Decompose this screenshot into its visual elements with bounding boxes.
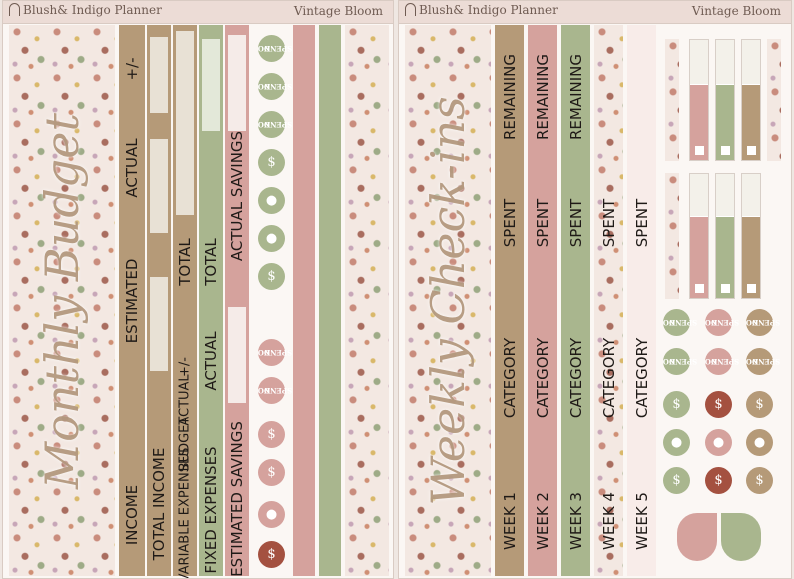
brand-name: Blush& Indigo Planner xyxy=(23,3,162,17)
total-income-strip: TOTAL INCOME xyxy=(147,25,171,576)
no-spend-icon: NO SPEND xyxy=(663,348,698,375)
progress-tube xyxy=(689,173,709,299)
floral-tab xyxy=(665,39,679,161)
weekly-title-strip: Weekly Check-ins xyxy=(405,25,491,576)
floral-tab xyxy=(665,173,679,299)
money-bill-icon: $ xyxy=(258,421,285,448)
heart-left-icon xyxy=(677,513,717,561)
no-spend-icon: NO SPEND xyxy=(258,377,293,404)
brand-logo: Blush& Indigo Planner xyxy=(9,3,162,17)
sheet-name: Vintage Bloom xyxy=(691,4,781,18)
fixed-actual-label: ACTUAL xyxy=(202,331,220,391)
money-bill-icon: $ xyxy=(258,149,285,176)
spent-label: SPENT xyxy=(599,199,618,248)
sheet-header: Blush& Indigo Planner Vintage Bloom xyxy=(399,1,791,24)
remaining-label: REMAINING xyxy=(500,53,519,140)
actual-label: ACTUAL xyxy=(123,138,141,198)
week-1-strip: WEEK 1 CATEGORY SPENT REMAINING xyxy=(495,25,524,576)
progress-tube xyxy=(715,39,735,161)
spent-label: SPENT xyxy=(500,199,519,248)
piggy-bank-icon: ● xyxy=(258,187,285,214)
fixed-expenses-strip: TOTAL ACTUAL FIXED EXPENSES xyxy=(199,25,223,576)
category-label: CATEGORY xyxy=(599,337,618,418)
sheet-header: Blush& Indigo Planner Vintage Bloom xyxy=(3,1,393,24)
week-label: WEEK 2 xyxy=(533,491,552,550)
money-bag-icon: $ xyxy=(258,541,285,568)
money-bill-icon: $ xyxy=(705,391,732,418)
fixed-expenses-label: FIXED EXPENSES xyxy=(202,446,220,574)
piggy-bank-icon: ● xyxy=(663,429,690,456)
piggy-bank-icon: ● xyxy=(258,225,285,252)
progress-tube xyxy=(689,39,709,161)
money-bill-icon: $ xyxy=(746,391,773,418)
arch-logo-icon xyxy=(9,3,20,16)
money-bill-icon: $ xyxy=(258,459,285,486)
money-bag-icon: $ xyxy=(258,263,285,290)
week-label: WEEK 1 xyxy=(500,491,519,550)
money-bag-icon: $ xyxy=(705,467,732,494)
diff-label: +/- xyxy=(123,57,141,81)
money-bag-icon: $ xyxy=(746,467,773,494)
sage-strip xyxy=(319,25,341,576)
monthly-title-strip: Monthly Budget xyxy=(9,25,115,576)
no-spend-icon: NO SPEND xyxy=(258,339,293,366)
spent-label: SPENT xyxy=(533,199,552,248)
week-label: WEEK 4 xyxy=(599,491,618,550)
heart-right-icon xyxy=(721,513,761,561)
weekly-checkins-sheet: Blush& Indigo Planner Vintage Bloom Week… xyxy=(398,0,792,579)
no-spend-icon: NO SPEND xyxy=(746,348,781,375)
no-spend-icon: NO SPEND xyxy=(746,309,781,336)
no-spend-icon: NO SPEND xyxy=(663,309,698,336)
variable-expenses-strip: TOTAL +/- ACTUAL BUDGET VARIABLE EXPENSE… xyxy=(173,25,197,579)
money-bag-icon: $ xyxy=(663,467,690,494)
remaining-label: REMAINING xyxy=(533,53,552,140)
week-label: WEEK 5 xyxy=(632,491,651,550)
category-label: CATEGORY xyxy=(566,337,585,418)
week-3-strip: WEEK 3 CATEGORY SPENT REMAINING xyxy=(561,25,590,576)
progress-tube xyxy=(741,173,761,299)
week-2-strip: WEEK 2 CATEGORY SPENT REMAINING xyxy=(528,25,557,576)
monthly-budget-sheet: Blush& Indigo Planner Vintage Bloom Mont… xyxy=(2,0,394,579)
arch-logo-icon xyxy=(405,3,416,16)
estimated-savings-label: ESTIMATED SAVINGS xyxy=(228,420,246,577)
week-label: WEEK 3 xyxy=(566,491,585,550)
no-spend-icon: NO SPEND xyxy=(258,73,293,100)
no-spend-icon: NO SPEND xyxy=(258,35,293,62)
sheet-name: Vintage Bloom xyxy=(293,4,383,18)
no-spend-icon: NO SPEND xyxy=(258,111,293,138)
brand-name: Blush& Indigo Planner xyxy=(419,3,558,17)
rose-strip xyxy=(293,25,315,576)
actual-savings-label: ACTUAL SAVINGS xyxy=(228,130,246,261)
income-label: INCOME xyxy=(123,485,141,546)
floral-washi-strip xyxy=(345,25,389,576)
income-strip: INCOME ESTIMATED ACTUAL +/- xyxy=(119,25,145,576)
fixed-total-label: TOTAL xyxy=(202,238,220,286)
category-label: CATEGORY xyxy=(500,337,519,418)
brand-logo: Blush& Indigo Planner xyxy=(405,3,558,17)
progress-tube xyxy=(741,39,761,161)
total-income-label: TOTAL INCOME xyxy=(150,448,168,561)
variable-total-label: TOTAL xyxy=(176,238,194,286)
savings-strip: ACTUAL SAVINGS ESTIMATED SAVINGS xyxy=(225,25,249,577)
week-5-strip: WEEK 5 CATEGORY SPENT xyxy=(627,25,656,576)
category-label: CATEGORY xyxy=(533,337,552,418)
monthly-budget-script-title: Monthly Budget xyxy=(35,112,89,489)
remaining-label: REMAINING xyxy=(566,53,585,140)
progress-tube xyxy=(715,173,735,299)
spent-label: SPENT xyxy=(566,199,585,248)
spent-label: SPENT xyxy=(632,199,651,248)
piggy-bank-icon: ● xyxy=(258,501,285,528)
week-4-strip: WEEK 4 CATEGORY SPENT xyxy=(594,25,623,576)
piggy-bank-icon: ● xyxy=(705,429,732,456)
floral-tab xyxy=(767,39,781,161)
money-bill-icon: $ xyxy=(663,391,690,418)
weekly-checkins-script-title: Weekly Check-ins xyxy=(421,95,475,506)
piggy-bank-icon: ● xyxy=(746,429,773,456)
no-spend-icon: NO SPEND xyxy=(705,348,740,375)
category-label: CATEGORY xyxy=(632,337,651,418)
no-spend-icon: NO SPEND xyxy=(705,309,740,336)
variable-expenses-label: VARIABLE EXPENSES xyxy=(177,447,193,579)
estimated-label: ESTIMATED xyxy=(123,258,141,343)
